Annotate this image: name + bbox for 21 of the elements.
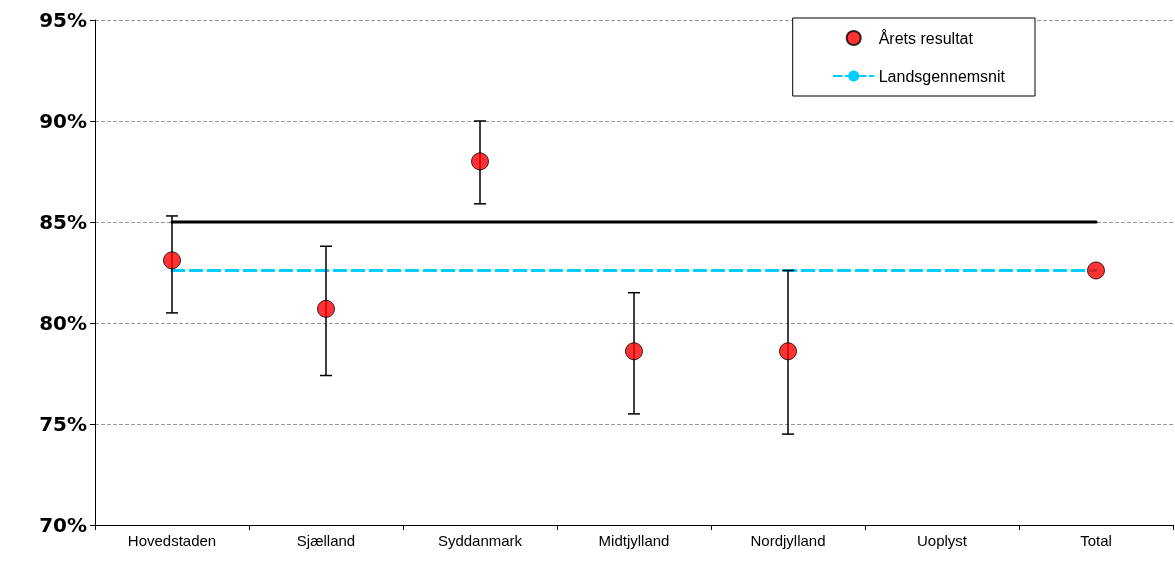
x-tick-label: Midtjylland — [598, 532, 670, 549]
x-tick-label: Uoplyst — [916, 532, 968, 549]
point — [779, 342, 797, 361]
legend-label: Landsgennemsnit — [878, 67, 1006, 85]
point — [317, 299, 335, 318]
y-tick-label: 90% — [39, 109, 87, 133]
x-tick-label: Syddanmark — [437, 532, 523, 549]
point — [163, 251, 181, 270]
point — [625, 342, 643, 361]
y-tick-label: 70% — [39, 513, 87, 537]
point — [471, 152, 489, 171]
point — [1087, 261, 1105, 280]
x-tick-label: Total — [1080, 532, 1112, 549]
y-tick-label: 85% — [39, 210, 87, 234]
x-tick-label: Hovedstaden — [127, 532, 217, 549]
x-tick-label: Sjælland — [296, 532, 356, 549]
y-tick-label: 75% — [39, 412, 87, 436]
y-tick-label: 80% — [39, 311, 87, 335]
y-tick-label: 95% — [39, 8, 87, 32]
legend-label: Årets resultat — [878, 28, 974, 47]
x-tick-label: Nordjylland — [750, 532, 826, 549]
